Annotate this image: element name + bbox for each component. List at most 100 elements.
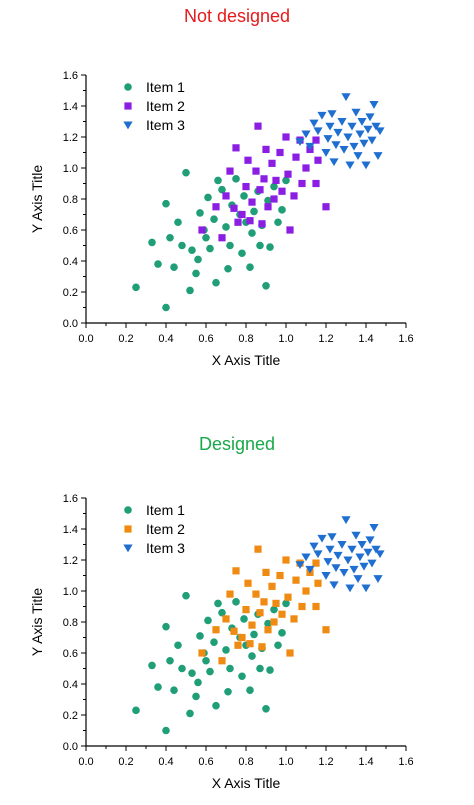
data-point-series-1 bbox=[278, 629, 286, 637]
data-point-series-2 bbox=[262, 145, 270, 153]
data-point-series-2 bbox=[292, 153, 300, 161]
y-axis-title: Y Axis Title bbox=[29, 165, 45, 233]
data-point-series-3 bbox=[321, 149, 331, 157]
data-point-series-3 bbox=[349, 565, 359, 574]
data-point-series-2 bbox=[278, 610, 286, 618]
legend-marker-series-2 bbox=[124, 525, 132, 533]
data-point-series-1 bbox=[218, 185, 226, 194]
data-point-series-2 bbox=[222, 192, 230, 200]
data-point-series-2 bbox=[290, 192, 298, 200]
data-point-series-3 bbox=[343, 133, 353, 142]
data-point-series-3 bbox=[327, 110, 337, 119]
data-point-series-2 bbox=[234, 641, 242, 649]
data-point-series-1 bbox=[192, 269, 200, 278]
data-point-series-1 bbox=[206, 667, 214, 676]
data-point-series-1 bbox=[166, 656, 174, 665]
data-point-series-2 bbox=[268, 582, 276, 590]
y-tick-label: 1.4 bbox=[63, 524, 78, 536]
data-point-series-2 bbox=[268, 159, 276, 167]
data-point-series-3 bbox=[361, 161, 371, 170]
data-point-series-2 bbox=[276, 148, 284, 157]
x-tick-label: 1.4 bbox=[358, 333, 373, 345]
legend-marker-series-1 bbox=[124, 506, 132, 514]
data-point-series-3 bbox=[329, 158, 339, 167]
data-point-series-3 bbox=[361, 584, 371, 593]
legend-label-series-3: Item 3 bbox=[146, 117, 185, 133]
data-point-series-1 bbox=[166, 233, 174, 242]
data-point-series-1 bbox=[264, 196, 272, 205]
data-point-series-3 bbox=[355, 130, 365, 139]
y-axis-title: Y Axis Title bbox=[29, 588, 45, 656]
data-point-series-1 bbox=[210, 215, 218, 223]
data-point-series-3 bbox=[371, 545, 381, 554]
data-point-series-1 bbox=[182, 168, 190, 177]
data-point-series-3 bbox=[327, 533, 337, 542]
data-point-series-3 bbox=[353, 152, 363, 160]
data-point-series-3 bbox=[367, 559, 377, 568]
x-tick-label: 1.0 bbox=[278, 333, 293, 345]
data-point-series-2 bbox=[252, 590, 260, 598]
data-point-series-1 bbox=[154, 260, 162, 268]
y-tick-label: 1.2 bbox=[63, 555, 78, 567]
data-point-series-2 bbox=[256, 609, 264, 617]
data-point-series-2 bbox=[238, 210, 246, 219]
data-point-series-3 bbox=[331, 564, 341, 573]
data-point-series-3 bbox=[347, 545, 357, 554]
data-point-series-3 bbox=[321, 572, 331, 580]
data-point-series-2 bbox=[212, 626, 220, 634]
data-point-series-2 bbox=[198, 226, 206, 234]
data-point-series-1 bbox=[270, 605, 278, 614]
data-point-series-2 bbox=[244, 156, 252, 164]
data-point-series-3 bbox=[345, 161, 355, 170]
data-point-series-2 bbox=[226, 167, 234, 175]
data-point-series-1 bbox=[202, 233, 210, 242]
data-point-series-3 bbox=[317, 534, 327, 543]
x-tick-label: 1.6 bbox=[398, 756, 413, 768]
data-point-series-2 bbox=[286, 226, 294, 234]
data-point-series-2 bbox=[244, 579, 252, 587]
data-point-series-1 bbox=[206, 244, 214, 253]
data-point-series-2 bbox=[284, 593, 292, 601]
data-point-series-1 bbox=[214, 176, 222, 185]
y-tick-label: 1.0 bbox=[63, 163, 78, 175]
data-point-series-1 bbox=[186, 286, 194, 295]
data-point-series-2 bbox=[258, 220, 266, 228]
data-point-series-1 bbox=[262, 705, 270, 713]
data-point-series-2 bbox=[298, 179, 306, 188]
data-point-series-1 bbox=[212, 701, 220, 710]
data-point-series-1 bbox=[132, 706, 140, 715]
data-point-series-2 bbox=[258, 643, 266, 651]
data-point-series-3 bbox=[375, 550, 385, 559]
data-point-series-3 bbox=[339, 568, 349, 577]
data-point-series-3 bbox=[333, 551, 343, 560]
data-point-series-3 bbox=[375, 127, 385, 136]
data-point-series-1 bbox=[256, 664, 264, 673]
data-point-series-1 bbox=[132, 283, 140, 292]
x-tick-label: 1.4 bbox=[358, 756, 373, 768]
x-tick-label: 0.4 bbox=[158, 333, 173, 345]
data-point-series-2 bbox=[242, 606, 250, 614]
data-point-series-2 bbox=[302, 587, 310, 595]
data-point-series-3 bbox=[323, 135, 333, 143]
data-point-series-3 bbox=[369, 524, 379, 532]
data-point-series-1 bbox=[202, 656, 210, 665]
data-point-series-2 bbox=[254, 122, 262, 130]
data-point-series-2 bbox=[272, 176, 280, 184]
y-tick-label: 1.4 bbox=[63, 101, 78, 113]
legend-marker-series-1 bbox=[124, 83, 132, 91]
data-point-series-3 bbox=[345, 584, 355, 593]
data-point-series-2 bbox=[298, 602, 306, 611]
data-point-series-3 bbox=[359, 139, 369, 148]
data-point-series-1 bbox=[240, 192, 248, 200]
data-point-series-2 bbox=[218, 234, 226, 242]
data-point-series-3 bbox=[357, 118, 367, 126]
data-point-series-2 bbox=[246, 217, 254, 225]
data-point-series-3 bbox=[313, 127, 323, 136]
data-point-series-2 bbox=[292, 576, 300, 584]
data-point-series-2 bbox=[286, 649, 294, 657]
data-point-series-3 bbox=[325, 545, 335, 554]
data-point-series-2 bbox=[270, 618, 278, 626]
data-point-series-2 bbox=[282, 556, 290, 564]
chart-title-not-designed: Not designed bbox=[183, 6, 291, 26]
data-point-series-1 bbox=[256, 241, 264, 250]
